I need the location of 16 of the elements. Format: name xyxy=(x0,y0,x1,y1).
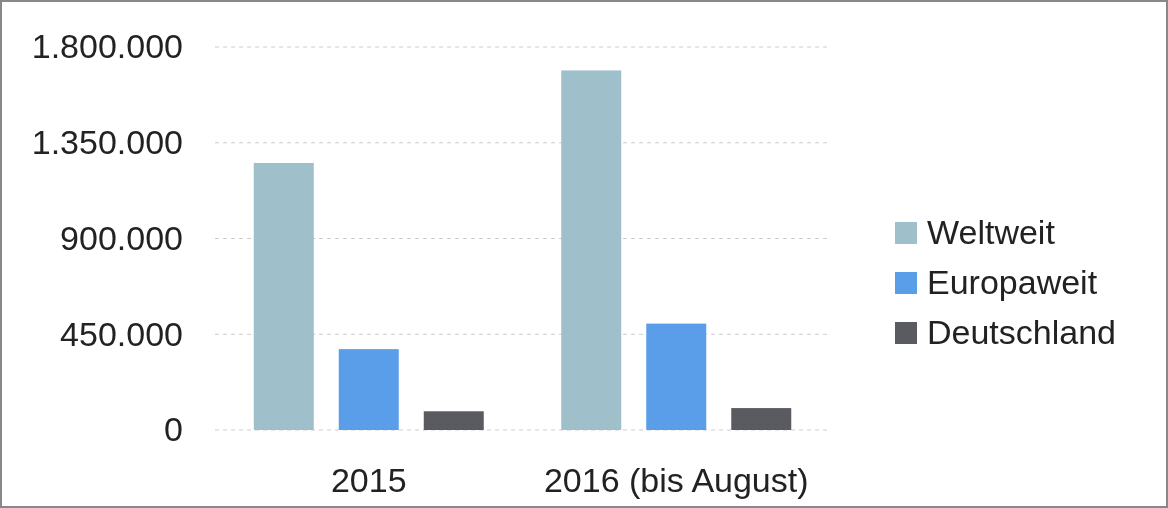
y-tick-label: 450.000 xyxy=(60,314,183,353)
y-tick-label: 1.350.000 xyxy=(31,123,183,162)
legend-label: Europaweit xyxy=(927,263,1098,301)
bar xyxy=(338,349,399,430)
y-tick-label: 1.800.000 xyxy=(31,27,183,66)
y-tick-label: 0 xyxy=(164,410,183,449)
bar xyxy=(561,70,622,430)
x-tick-label: 2016 (bis August) xyxy=(543,461,809,500)
x-tick-label: 2015 xyxy=(330,461,407,500)
bar xyxy=(253,162,314,430)
bar xyxy=(646,323,707,430)
legend-label: Deutschland xyxy=(927,313,1117,351)
bar xyxy=(731,408,792,430)
bar xyxy=(423,411,484,430)
legend-label: Weltweit xyxy=(927,213,1056,251)
y-tick-label: 900.000 xyxy=(60,218,183,257)
